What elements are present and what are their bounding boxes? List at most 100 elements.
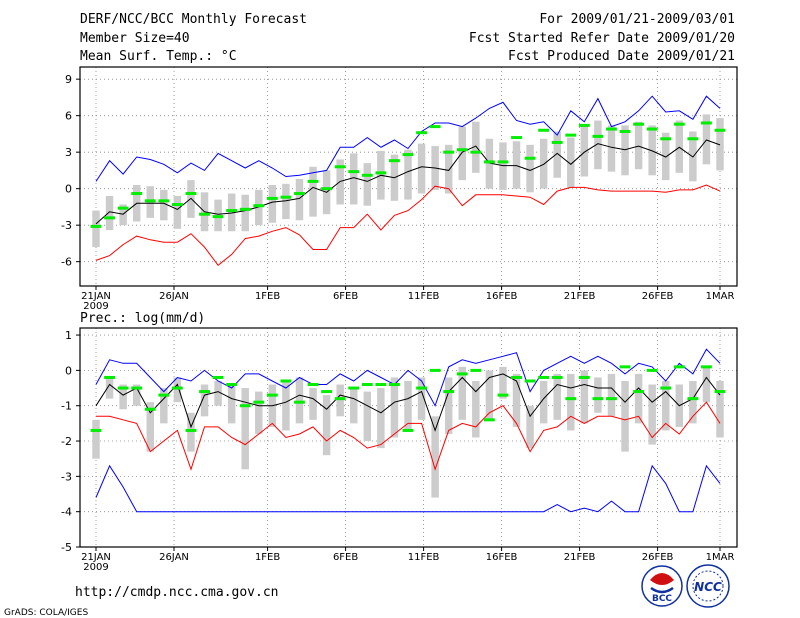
spread-box — [702, 114, 711, 165]
spread-box — [132, 384, 141, 406]
member-marker — [714, 390, 726, 394]
fcst-produced: Fcst Produced Date 2009/01/21 — [508, 49, 735, 64]
spread-box — [363, 391, 372, 442]
x-tick-label: 21FEB — [564, 552, 596, 563]
y-tick-label: -4 — [61, 506, 72, 519]
spread-box — [634, 121, 643, 170]
member-marker — [416, 131, 427, 135]
member-marker — [538, 128, 550, 132]
member-marker — [266, 393, 278, 397]
spread-box — [92, 419, 100, 459]
y-tick-label: -1 — [61, 400, 72, 413]
spread-box — [499, 142, 507, 190]
member-marker — [294, 192, 305, 196]
member-marker — [131, 192, 143, 196]
member-marker — [511, 136, 522, 140]
member-marker — [348, 170, 360, 174]
spread-box — [526, 405, 534, 449]
y-tick-label: 6 — [65, 110, 72, 123]
spread-box — [255, 189, 263, 226]
spread-box — [160, 189, 168, 221]
member-marker — [144, 407, 156, 411]
spread-box — [146, 402, 154, 452]
spread-box — [458, 126, 466, 181]
member-marker — [185, 428, 197, 432]
y-tick-label: -3 — [61, 470, 72, 483]
spread-box — [92, 210, 100, 248]
member-marker — [402, 153, 414, 157]
spread-box — [322, 395, 331, 456]
member-marker — [578, 375, 590, 379]
member-marker — [551, 375, 563, 379]
spread-box — [309, 166, 317, 217]
member-marker — [470, 150, 482, 154]
member-marker — [646, 127, 658, 131]
x-tick-label: 1MAR — [706, 291, 735, 302]
spread-box — [716, 380, 724, 438]
plot-frame — [79, 66, 738, 287]
member-marker — [619, 129, 631, 133]
member-marker — [443, 150, 455, 154]
x-tick-label: 26JAN — [159, 552, 189, 563]
member-marker — [701, 121, 712, 125]
member-marker — [239, 207, 251, 211]
spread-box — [553, 373, 561, 420]
spread-box — [160, 388, 168, 424]
spread-box — [607, 373, 616, 417]
member-marker — [633, 122, 645, 126]
member-marker — [701, 365, 712, 369]
member-marker — [375, 171, 387, 175]
member-marker — [497, 160, 509, 164]
member-marker — [280, 195, 292, 199]
member-marker — [443, 390, 455, 394]
spread-box — [485, 370, 494, 420]
member-marker — [199, 212, 210, 216]
member-marker — [361, 383, 373, 387]
spread-box — [662, 380, 670, 431]
member-marker — [606, 127, 617, 131]
member-marker — [633, 390, 645, 394]
panel2-title: Prec.: log(mm/d) — [80, 311, 205, 326]
spread-box — [227, 193, 236, 232]
member-marker — [171, 386, 183, 390]
member-marker — [687, 137, 699, 141]
spread-box — [282, 183, 290, 220]
member-marker — [429, 368, 441, 372]
member-marker — [565, 397, 577, 401]
member-marker — [280, 379, 292, 383]
member-marker — [226, 383, 238, 387]
member-marker — [253, 400, 265, 404]
spread-box — [309, 388, 317, 420]
x-tick-label: 6FEB — [333, 291, 358, 302]
spread-box — [702, 366, 711, 403]
member-marker — [592, 397, 604, 401]
spread-box — [350, 153, 358, 205]
y-tick-label: 0 — [65, 364, 72, 377]
spread-box — [227, 384, 236, 424]
x-year-label: 2009 — [83, 301, 108, 312]
spread-box — [404, 149, 412, 200]
spread-box — [580, 370, 589, 424]
spread-box — [377, 388, 385, 449]
spread-box — [173, 377, 182, 403]
spread-box — [512, 141, 521, 189]
spread-box — [499, 366, 507, 399]
member-marker — [619, 365, 631, 369]
member-marker — [307, 179, 319, 183]
spread-box — [350, 388, 358, 424]
spread-box — [200, 384, 209, 417]
spread-box — [526, 144, 534, 193]
spread-box — [458, 366, 466, 420]
spread-box — [119, 384, 127, 410]
member-marker — [565, 133, 577, 137]
member-marker — [687, 397, 699, 401]
source-url[interactable]: http://cmdp.ncc.cma.gov.cn — [75, 585, 279, 600]
y-tick-label: -5 — [61, 541, 72, 554]
fcst-started: Fcst Started Refer Date 2009/01/20 — [469, 31, 735, 46]
member-marker — [511, 375, 522, 379]
member-marker — [429, 125, 441, 129]
member-marker — [348, 386, 360, 390]
ncc-logo-text: NCC — [694, 580, 722, 594]
spread-box — [607, 125, 616, 172]
